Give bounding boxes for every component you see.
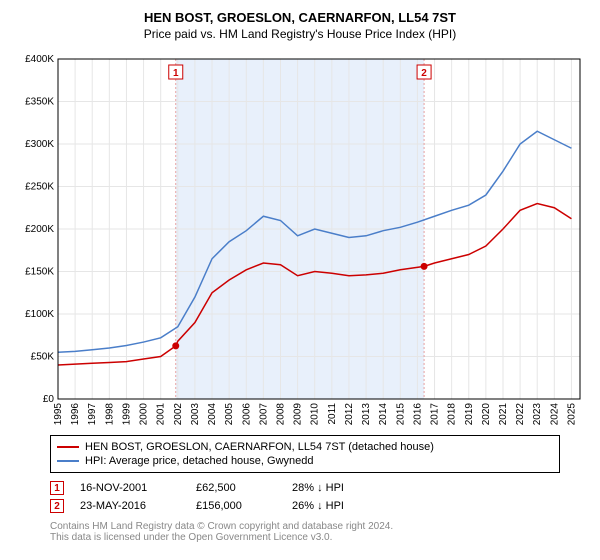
svg-text:2010: 2010: [310, 403, 321, 426]
svg-text:£350K: £350K: [25, 97, 54, 108]
page-title: HEN BOST, GROESLON, CAERNARFON, LL54 7ST: [10, 10, 590, 25]
svg-text:1999: 1999: [121, 403, 132, 426]
svg-text:2012: 2012: [344, 403, 355, 426]
svg-text:2011: 2011: [327, 403, 338, 425]
svg-text:2005: 2005: [224, 403, 235, 426]
marker-delta: 28% ↓ HPI: [292, 482, 344, 494]
svg-text:2004: 2004: [207, 403, 218, 426]
footer: Contains HM Land Registry data © Crown c…: [50, 521, 590, 543]
marker-table: 1 16-NOV-2001 £62,500 28% ↓ HPI 2 23-MAY…: [50, 479, 590, 515]
marker-number-box: 1: [50, 481, 64, 495]
svg-text:2018: 2018: [447, 403, 458, 426]
legend-item: HPI: Average price, detached house, Gwyn…: [57, 454, 553, 468]
marker-price: £62,500: [196, 482, 276, 494]
svg-text:2024: 2024: [549, 403, 560, 426]
svg-text:£100K: £100K: [25, 309, 54, 320]
svg-text:2025: 2025: [566, 403, 577, 426]
svg-text:£400K: £400K: [25, 54, 54, 65]
marker-delta: 26% ↓ HPI: [292, 500, 344, 512]
svg-text:£200K: £200K: [25, 224, 54, 235]
svg-text:2007: 2007: [258, 403, 269, 426]
legend-box: HEN BOST, GROESLON, CAERNARFON, LL54 7ST…: [50, 435, 560, 473]
marker-date: 16-NOV-2001: [80, 482, 180, 494]
svg-text:2021: 2021: [498, 403, 509, 426]
legend-label: HPI: Average price, detached house, Gwyn…: [85, 455, 314, 467]
footer-line: Contains HM Land Registry data © Crown c…: [50, 521, 590, 532]
svg-text:1996: 1996: [70, 403, 81, 426]
svg-text:2: 2: [421, 68, 427, 79]
svg-text:2016: 2016: [412, 403, 423, 426]
svg-text:2002: 2002: [173, 403, 184, 426]
svg-text:£250K: £250K: [25, 182, 54, 193]
svg-text:1: 1: [173, 68, 179, 79]
marker-row: 2 23-MAY-2016 £156,000 26% ↓ HPI: [50, 497, 590, 515]
svg-text:2023: 2023: [532, 403, 543, 426]
svg-text:2001: 2001: [156, 403, 167, 426]
legend-item: HEN BOST, GROESLON, CAERNARFON, LL54 7ST…: [57, 440, 553, 454]
svg-text:2017: 2017: [430, 403, 441, 426]
svg-text:2019: 2019: [464, 403, 475, 426]
line-chart: £0£50K£100K£150K£200K£250K£300K£350K£400…: [10, 49, 590, 429]
legend-swatch: [57, 446, 79, 448]
svg-text:2000: 2000: [139, 403, 150, 426]
svg-text:2020: 2020: [481, 403, 492, 426]
svg-text:2015: 2015: [395, 403, 406, 426]
svg-text:2014: 2014: [378, 403, 389, 426]
svg-text:1998: 1998: [104, 403, 115, 426]
svg-text:2008: 2008: [275, 403, 286, 426]
marker-number-box: 2: [50, 499, 64, 513]
svg-text:2013: 2013: [361, 403, 372, 426]
svg-text:1995: 1995: [53, 403, 64, 426]
svg-text:2006: 2006: [241, 403, 252, 426]
svg-text:£50K: £50K: [31, 352, 55, 363]
legend-label: HEN BOST, GROESLON, CAERNARFON, LL54 7ST…: [85, 441, 434, 453]
svg-text:2009: 2009: [293, 403, 304, 426]
svg-text:2022: 2022: [515, 403, 526, 426]
marker-row: 1 16-NOV-2001 £62,500 28% ↓ HPI: [50, 479, 590, 497]
chart-area: £0£50K£100K£150K£200K£250K£300K£350K£400…: [10, 49, 590, 429]
svg-text:£150K: £150K: [25, 267, 54, 278]
svg-text:£300K: £300K: [25, 139, 54, 150]
page-subtitle: Price paid vs. HM Land Registry's House …: [10, 27, 590, 41]
svg-text:2003: 2003: [190, 403, 201, 426]
footer-line: This data is licensed under the Open Gov…: [50, 532, 590, 543]
legend-swatch: [57, 460, 79, 462]
svg-text:1997: 1997: [87, 403, 98, 426]
marker-date: 23-MAY-2016: [80, 500, 180, 512]
marker-price: £156,000: [196, 500, 276, 512]
